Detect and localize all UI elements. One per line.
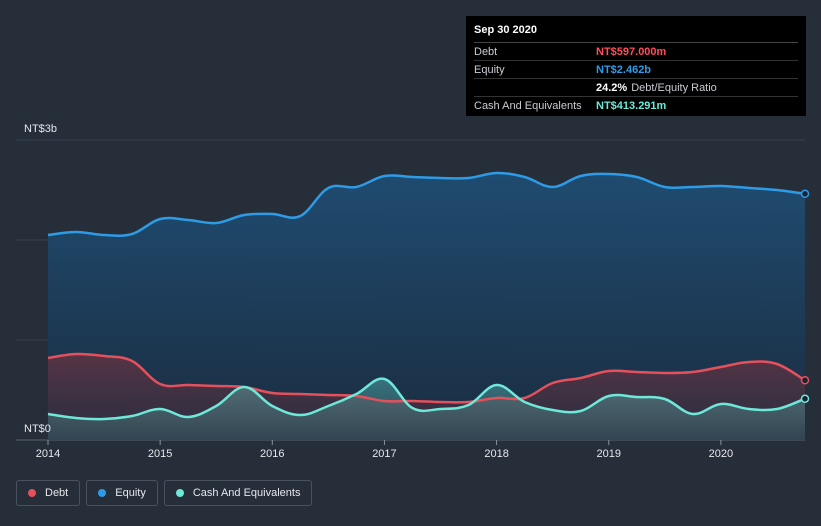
x-tick-label: 2015 [148,448,172,460]
legend-item-equity[interactable]: Equity [86,480,158,506]
tooltip-row-debt: Debt NT$597.000m [474,42,798,60]
x-tick-label: 2019 [596,448,620,460]
y-tick-label-bottom: NT$0 [24,423,51,435]
tooltip-equity-label: Equity [474,63,505,76]
tooltip-date: Sep 30 2020 [474,24,537,36]
equity-line [47,171,806,237]
equity-dot-icon [98,489,107,497]
cash-dot-icon [175,489,184,497]
legend-item-cash[interactable]: Cash And Equivalents [163,480,313,506]
debt-dot-icon [28,489,36,497]
tooltip-debt-value: NT$597.000m [596,45,667,58]
debt-end-dot [800,376,810,385]
tooltip-cash-label: Cash And Equivalents [474,99,582,112]
x-tick-label: 2020 [709,448,733,460]
tooltip-row-equity: Equity NT$2.462b [474,60,798,78]
series-lines [47,171,806,421]
axis-ticks: 2014 2015 2016 2017 2018 2019 2020 NT$3b NT$0 [24,123,733,460]
tooltip-row-ratio: 24.2% Debt/Equity Ratio [474,78,798,96]
legend-equity-label: Equity [115,487,146,499]
cash-line [47,377,806,421]
debt-line [47,352,806,404]
tooltip-ratio-label: Debt/Equity Ratio [631,81,717,94]
cash-end-dot [800,394,810,403]
chart-legend: Debt Equity Cash And Equivalents [16,480,313,506]
tooltip-ratio-value: 24.2% [596,81,628,94]
legend-item-debt[interactable]: Debt [16,480,81,506]
series-end-dots [800,189,810,403]
legend-debt-label: Debt [45,487,69,499]
x-tick-label: 2017 [372,448,396,460]
tooltip-cash-value: NT$413.291m [596,99,667,112]
tooltip-row-cash: Cash And Equivalents NT$413.291m [474,96,798,114]
tooltip-panel: Sep 30 2020 Debt NT$597.000m Equity NT$2… [466,16,806,116]
legend-cash-label: Cash And Equivalents [192,487,301,499]
x-tick-label: 2018 [484,448,508,460]
cash-area [48,378,805,440]
tooltip-equity-value: NT$2.462b [596,63,652,76]
series-areas [48,172,805,440]
y-tick-label-top: NT$3b [24,123,57,135]
equity-end-dot [800,189,810,199]
x-tick-label: 2014 [36,448,60,460]
tooltip-debt-label: Debt [474,45,498,58]
x-tick-label: 2016 [260,448,284,460]
